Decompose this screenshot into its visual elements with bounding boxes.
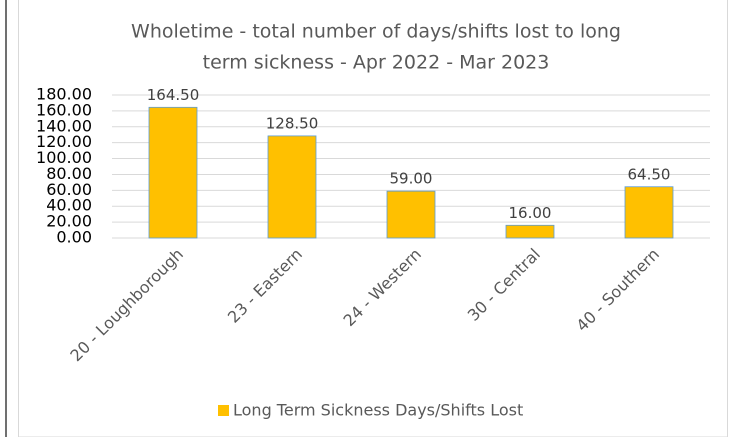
legend-swatch xyxy=(218,405,229,416)
y-tick-label: 140.00 xyxy=(36,116,92,135)
y-tick-label: 100.00 xyxy=(36,148,92,167)
bar xyxy=(148,106,198,239)
chart-frame xyxy=(18,0,728,437)
legend-label: Long Term Sickness Days/Shifts Lost xyxy=(233,401,523,420)
y-tick-label: 40.00 xyxy=(46,196,92,215)
bar xyxy=(505,224,555,239)
y-tick-label: 0.00 xyxy=(56,228,92,247)
data-label: 59.00 xyxy=(390,170,433,188)
data-label: 16.00 xyxy=(509,204,552,222)
y-tick-label: 80.00 xyxy=(46,164,92,183)
chart-title: term sickness - Apr 2022 - Mar 2023 xyxy=(203,52,550,74)
y-tick-label: 20.00 xyxy=(46,212,92,231)
bar xyxy=(624,186,674,239)
y-tick-label: 180.00 xyxy=(36,85,92,104)
y-tick-label: 120.00 xyxy=(36,132,92,151)
data-label: 164.50 xyxy=(147,86,200,104)
bar xyxy=(267,135,317,239)
data-label: 64.50 xyxy=(628,165,671,183)
y-tick-label: 160.00 xyxy=(36,100,92,119)
chart-title: Wholetime - total number of days/shifts … xyxy=(131,21,621,43)
bar xyxy=(386,190,436,239)
data-label: 128.50 xyxy=(266,114,319,132)
y-tick-label: 60.00 xyxy=(46,180,92,199)
